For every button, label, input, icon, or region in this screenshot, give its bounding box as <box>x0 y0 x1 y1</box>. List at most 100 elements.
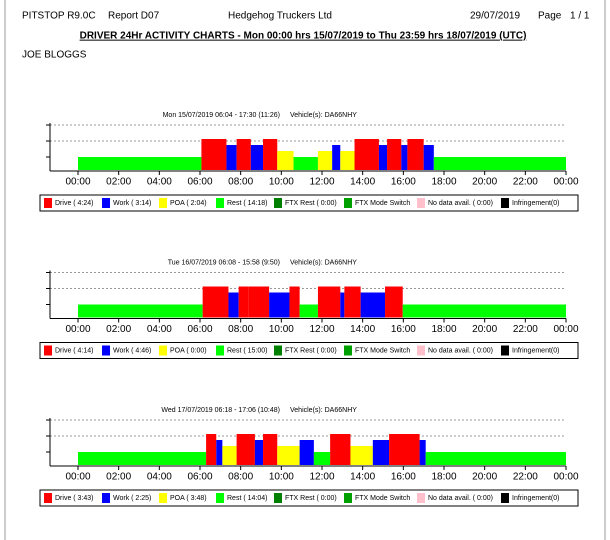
activity-bar <box>277 446 300 465</box>
x-tick-label: 02:00 <box>106 324 131 335</box>
legend-box <box>39 342 579 359</box>
legend-label: No data avail. ( 0:00) <box>428 347 493 354</box>
x-tick-label: 04:00 <box>147 324 172 335</box>
legend-swatch <box>44 345 52 356</box>
legend-label: FTX Mode Switch <box>355 347 410 354</box>
activity-bar <box>402 304 566 318</box>
x-tick-label: 16:00 <box>391 324 416 335</box>
legend-label: Work ( 4:46) <box>113 347 151 354</box>
activity-bar <box>423 145 434 170</box>
legend-label: Work ( 2:25) <box>113 495 151 502</box>
activity-bar <box>332 145 341 170</box>
x-tick-label: 18:00 <box>431 324 456 335</box>
x-tick-label: 12:00 <box>309 324 334 335</box>
legend-swatch <box>44 493 52 503</box>
legend-swatch <box>44 198 52 208</box>
chart-caption: Mon 15/07/2019 06:04 - 17:30 (11:26) <box>163 112 280 119</box>
activity-bar <box>216 440 223 465</box>
activity-bar <box>313 452 331 465</box>
x-tick-label: 10:00 <box>269 472 294 483</box>
x-tick-label: 16:00 <box>391 472 416 483</box>
activity-bar <box>407 139 424 170</box>
x-tick-label: 00:00 <box>65 177 90 188</box>
activity-bar <box>299 304 318 318</box>
activity-bar <box>360 292 386 318</box>
legend-swatch <box>417 198 425 208</box>
x-tick-label: 12:00 <box>309 472 334 483</box>
x-tick-label: 22:00 <box>513 472 538 483</box>
activity-bar <box>293 157 318 170</box>
activity-bar <box>277 151 294 170</box>
activity-bar <box>201 139 227 170</box>
x-tick-label: 00:00 <box>65 324 90 335</box>
legend-swatch <box>501 198 509 208</box>
activity-bar <box>254 440 264 465</box>
legend-swatch <box>216 198 224 208</box>
legend-swatch <box>159 345 167 356</box>
activity-bar <box>202 286 229 318</box>
activity-bar <box>236 139 251 170</box>
activity-bar <box>330 434 351 465</box>
legend-label: POA ( 2:04) <box>170 200 207 207</box>
x-tick-label: 00:00 <box>553 177 578 188</box>
legend-label: Rest ( 14:04) <box>227 495 267 502</box>
activity-bar <box>425 452 566 465</box>
legend-swatch <box>274 493 282 503</box>
legend-label: POA ( 0:00) <box>170 347 207 354</box>
activity-bar <box>389 434 420 465</box>
page-label: Page <box>538 11 562 22</box>
company: Hedgehog Truckers Ltd <box>228 11 332 22</box>
x-tick-label: 18:00 <box>431 472 456 483</box>
x-tick-label: 06:00 <box>187 472 212 483</box>
legend-label: Infringement(0) <box>512 200 559 207</box>
legend-label: FTX Mode Switch <box>355 200 410 207</box>
x-tick-label: 06:00 <box>187 177 212 188</box>
legend-swatch <box>417 493 425 503</box>
activity-bar <box>228 292 239 318</box>
legend-box <box>39 489 579 507</box>
report-id: Report D07 <box>108 11 160 22</box>
system: PITSTOP R9.0C <box>22 11 96 22</box>
legend-swatch <box>417 345 425 356</box>
activity-bar <box>263 434 278 465</box>
legend-label: Rest ( 15:00) <box>227 347 267 354</box>
legend-label: Drive ( 3:43) <box>55 495 94 502</box>
activity-bar <box>419 440 426 465</box>
activity-bar <box>299 440 314 465</box>
x-tick-label: 00:00 <box>553 472 578 483</box>
x-tick-label: 22:00 <box>513 177 538 188</box>
activity-bar <box>401 145 408 170</box>
activity-bar <box>226 145 237 170</box>
x-tick-label: 08:00 <box>228 472 253 483</box>
activity-bar <box>78 304 203 318</box>
legend-swatch <box>274 345 282 356</box>
activity-bar <box>378 145 388 170</box>
activity-bar <box>289 286 300 318</box>
vehicle: Vehicle(s): DA66NHY <box>290 112 357 119</box>
legend-label: Rest ( 14:18) <box>227 200 267 207</box>
activity-bar <box>238 286 249 318</box>
activity-bar <box>206 434 217 465</box>
legend-label: Infringement(0) <box>512 495 559 502</box>
activity-bar <box>78 157 202 170</box>
x-tick-label: 02:00 <box>106 177 131 188</box>
x-tick-label: 22:00 <box>513 324 538 335</box>
x-tick-label: 14:00 <box>350 472 375 483</box>
driver: JOE BLOGGS <box>22 50 87 61</box>
date: 29/07/2019 <box>470 11 520 22</box>
activity-bar <box>263 139 278 170</box>
activity-bar <box>317 286 341 318</box>
legend-label: Work ( 3:14) <box>113 200 151 207</box>
x-tick-label: 06:00 <box>187 324 212 335</box>
vehicle: Vehicle(s): DA66NHY <box>290 259 357 266</box>
x-tick-label: 00:00 <box>65 472 90 483</box>
legend-swatch <box>274 198 282 208</box>
activity-bar <box>350 446 373 465</box>
legend-label: No data avail. ( 0:00) <box>428 200 493 207</box>
chart-caption: Tue 16/07/2019 06:08 - 15:58 (9:50) <box>168 259 280 266</box>
activity-bar <box>269 292 290 318</box>
legend-label: FTX Rest ( 0:00) <box>285 200 337 207</box>
activity-bar <box>387 139 402 170</box>
x-tick-label: 08:00 <box>228 177 253 188</box>
